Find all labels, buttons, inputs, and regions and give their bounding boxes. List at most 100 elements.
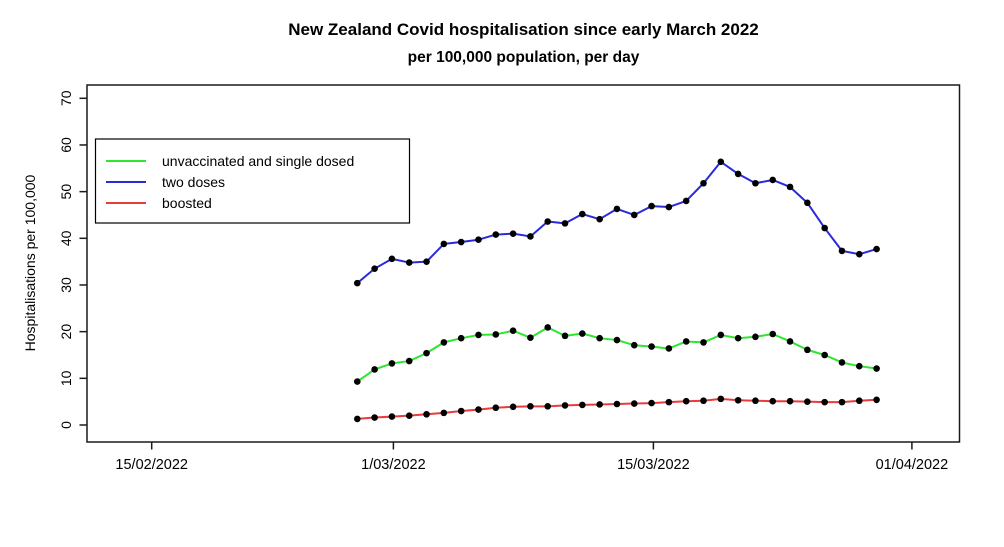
y-tick-label: 40 [58,230,74,246]
data-point [752,179,759,187]
data-point [475,236,482,244]
data-point [804,398,811,405]
data-point [527,334,534,342]
data-point [388,413,396,420]
data-point [457,407,465,415]
data-point [734,170,742,178]
data-point [717,158,725,166]
legend-label: boosted [162,195,212,211]
data-point [665,398,673,406]
y-tick-label: 20 [58,324,74,340]
data-point [544,403,552,410]
data-point [596,215,603,223]
data-point [371,414,378,421]
data-point [509,403,517,411]
data-point [700,397,707,405]
x-tick-label: 15/02/2022 [115,457,188,473]
data-point [717,395,725,403]
data-point [717,331,725,339]
x-tick-label: 1/03/2022 [361,457,426,473]
data-point [388,360,396,367]
data-point [371,265,378,272]
data-point [354,378,361,385]
plot-border [86,84,961,443]
data-point [786,183,794,191]
y-tick-label: 60 [58,137,74,153]
data-point [630,400,638,407]
series-line [356,160,878,285]
chart-subtitle: per 100,000 population, per day [407,49,640,66]
data-point [596,401,603,408]
data-point [838,398,846,406]
data-point [769,176,777,184]
data-point [734,334,742,342]
data-point [423,410,430,418]
data-point [354,279,361,287]
data-point [527,233,534,240]
data-point [873,245,880,253]
data-point [561,220,569,227]
data-point [855,362,863,370]
x-tick-label: 15/03/2022 [617,457,690,473]
data-point [630,341,638,349]
data-point [561,402,569,409]
data-point [648,202,655,210]
data-point [440,409,448,417]
data-point [804,199,811,207]
data-point [734,396,742,404]
data-point [457,334,465,342]
data-point [700,339,707,346]
data-point [544,324,552,331]
x-tick-label: 01/04/2022 [876,457,949,473]
data-point [821,224,828,232]
chart-title-block: New Zealand Covid hospitalisation since … [87,16,960,72]
data-point [769,330,777,338]
data-point [509,230,517,237]
data-point [752,333,759,341]
data-point [838,247,846,255]
data-point [752,397,759,405]
data-point [492,404,500,412]
legend-box [94,138,411,224]
data-point [509,327,517,335]
legend-label: unvaccinated and single dosed [162,153,354,169]
data-point [405,357,413,365]
data-point [786,397,794,405]
data-point [405,412,413,419]
data-point [821,398,828,406]
data-point [613,400,621,408]
data-point [665,345,673,352]
y-tick-label: 50 [58,184,74,200]
data-point [423,349,430,357]
y-tick-label: 30 [58,277,74,293]
data-point [527,403,534,410]
data-point [682,397,690,405]
data-point [423,258,430,265]
data-point [613,205,621,213]
series-line [356,326,878,383]
data-point [665,203,673,211]
data-point [388,255,396,263]
data-point [648,343,655,350]
data-point [596,334,603,342]
data-point [613,336,621,344]
data-point [440,339,448,346]
data-point [561,332,569,340]
data-point [492,231,500,238]
data-point [786,338,794,345]
data-point [855,250,863,258]
y-tick-label: 10 [58,370,74,386]
y-tick-label: 70 [58,90,74,106]
data-point [371,366,378,373]
data-point [855,397,863,405]
data-point [440,240,448,248]
data-point [682,338,690,345]
data-point [405,259,413,266]
data-point [492,331,500,338]
data-point [630,211,638,219]
data-point [682,197,690,205]
data-point [354,415,361,423]
data-point [700,179,707,187]
